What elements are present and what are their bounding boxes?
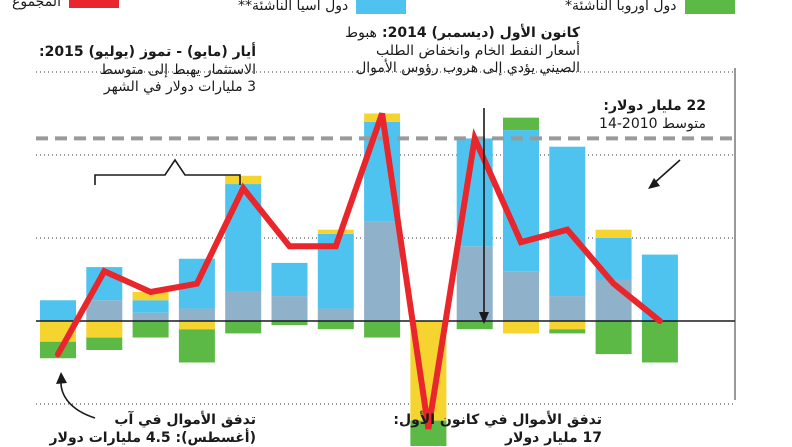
bar-segment-other: [457, 246, 493, 321]
legend-asia: دول آسيا الناشئة**: [238, 0, 406, 14]
bar-segment-other: [318, 309, 354, 321]
annotation-dec-flow: تدفق الأموال في كانون الأول: 17 مليار دو…: [393, 412, 602, 447]
annotation-dec-flow-line1: 17 مليار دولار: [393, 430, 602, 447]
bar-segment-asia: [549, 147, 585, 296]
bar-base: [225, 333, 261, 400]
bar-segment-europe: [86, 338, 122, 350]
bar-base: [642, 363, 678, 401]
legend-europe: دول أوروبا الناشئة*: [565, 0, 735, 14]
bar-segment-latam: [503, 321, 539, 333]
bar-segment-europe: [596, 321, 632, 354]
bar-base: [133, 338, 169, 400]
legend-total-swatch: [69, 0, 119, 8]
bar-segment-europe: [549, 329, 585, 333]
bar-segment-other: [133, 313, 169, 321]
bar-group: [457, 138, 493, 400]
bar-base: [272, 325, 308, 400]
bar-group: [318, 230, 354, 400]
legend-asia-swatch: [356, 0, 406, 14]
annotation-august-title: تدفق الأموال في آب: [49, 412, 256, 430]
bar-base: [364, 338, 400, 400]
bars: [40, 114, 678, 447]
annotation-august-line1: (أغسطس): 4.5 مليارات دولار: [49, 430, 256, 447]
bracket-may-july: [95, 160, 240, 185]
bar-segment-other: [225, 292, 261, 321]
annotation-average-line1: متوسط 2010-14: [599, 116, 706, 134]
annotation-december-title: كانون الأول (ديسمبر) 2014:: [382, 25, 580, 41]
bar-group: [503, 118, 539, 400]
annotation-december-line1: أسعار النفط الخام وانخفاض الطلب: [345, 43, 580, 61]
bar-segment-asia: [133, 300, 169, 312]
bar-segment-europe: [318, 321, 354, 329]
bar-group: [272, 263, 308, 400]
bar-segment-latam: [179, 321, 215, 329]
bar-segment-asia: [272, 263, 308, 296]
annotation-average-title: 22 مليار دولار:: [599, 98, 706, 116]
bar-segment-other: [364, 221, 400, 321]
bar-segment-other: [503, 271, 539, 321]
bar-segment-europe: [364, 321, 400, 338]
annotation-august-flow: تدفق الأموال في آب (أغسطس): 4.5 مليارات …: [49, 412, 256, 447]
bar-group: [86, 267, 122, 400]
bar-base: [549, 333, 585, 400]
annotation-december-line2: الصيني يؤدي إلى هروب رؤوس الأموال: [345, 60, 580, 78]
bar-segment-other: [549, 296, 585, 321]
bar-segment-other: [86, 300, 122, 321]
bar-segment-latam: [86, 321, 122, 338]
legend-europe-swatch: [685, 0, 735, 14]
annotation-dec-flow-title: تدفق الأموال في كانون الأول:: [393, 412, 602, 430]
annotation-december-suffix: هبوط: [345, 25, 377, 41]
legend-total: المجموع: [12, 0, 119, 10]
bar-group: [642, 255, 678, 400]
legend-europe-label: دول أوروبا الناشئة*: [565, 0, 677, 14]
legend-total-label: المجموع: [12, 0, 61, 10]
bar-base: [457, 329, 493, 400]
bar-group: [596, 230, 632, 400]
bar-base: [596, 354, 632, 400]
bar-base: [503, 333, 539, 400]
bar-base: [318, 329, 354, 400]
bar-segment-europe: [503, 118, 539, 130]
bar-base: [179, 363, 215, 401]
annotation-december: كانون الأول (ديسمبر) 2014: هبوط أسعار ال…: [345, 22, 580, 78]
bar-segment-europe: [179, 329, 215, 362]
bar-segment-asia: [503, 130, 539, 271]
bar-segment-latam: [596, 230, 632, 238]
annotation-may-july-title: أيار (مايو) - تموز (يوليو) 2015:: [39, 44, 256, 62]
bar-group: [549, 147, 585, 400]
legend-asia-label: دول آسيا الناشئة**: [238, 0, 348, 14]
bar-segment-europe: [133, 321, 169, 338]
bar-segment-latam: [318, 230, 354, 234]
annotation-may-july: أيار (مايو) - تموز (يوليو) 2015: الاستثم…: [39, 44, 256, 97]
bar-segment-europe: [457, 321, 493, 329]
bar-segment-europe: [225, 321, 261, 333]
bar-segment-other: [179, 309, 215, 321]
bar-base: [40, 358, 76, 400]
annotation-average: 22 مليار دولار: متوسط 2010-14: [599, 98, 706, 133]
bar-segment-latam: [225, 176, 261, 184]
bar-base: [86, 350, 122, 400]
bar-segment-asia: [40, 300, 76, 321]
bar-segment-other: [272, 296, 308, 321]
annotation-may-july-line1: الاستثمار يهبط إلى متوسط: [39, 62, 256, 80]
bar-group: [133, 292, 169, 400]
bar-segment-latam: [549, 321, 585, 329]
annotation-may-july-line2: 3 مليارات دولار في الشهر: [39, 79, 256, 97]
bar-segment-europe: [642, 321, 678, 363]
